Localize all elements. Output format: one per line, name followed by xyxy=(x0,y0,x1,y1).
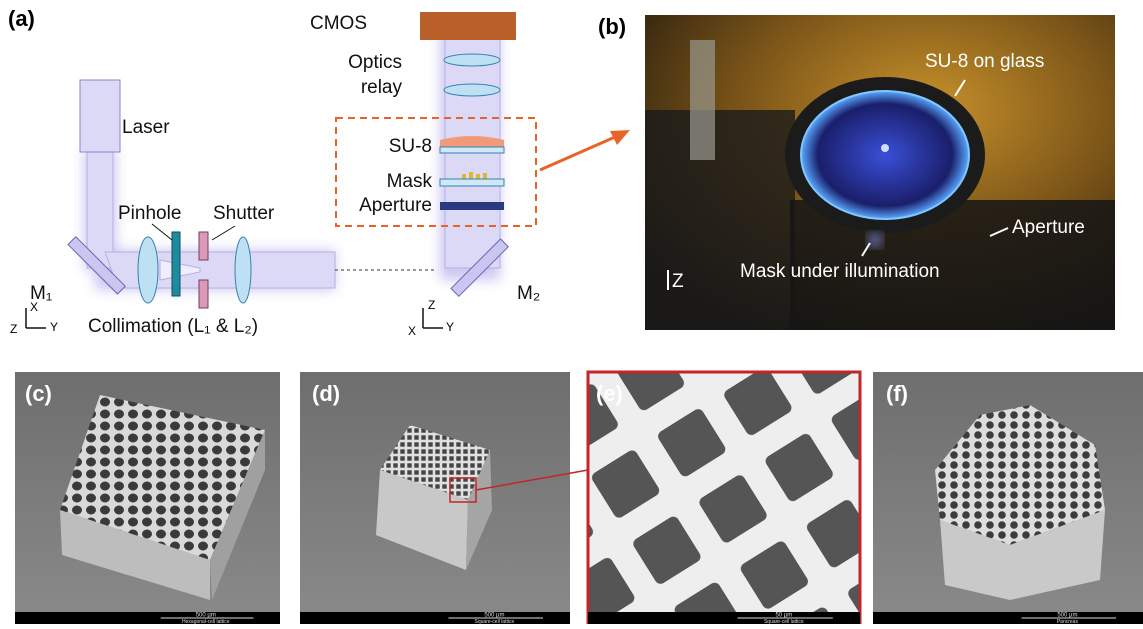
lens xyxy=(444,84,500,96)
shape xyxy=(483,173,487,179)
panel-label: (b) xyxy=(598,14,626,39)
axis-label: Z xyxy=(428,298,435,312)
mask xyxy=(440,179,504,186)
shape xyxy=(690,40,715,160)
label: Laser xyxy=(122,117,170,138)
label: Mask xyxy=(387,171,433,192)
label: SU-8 on glass xyxy=(925,51,1044,72)
sem-f: (f) xyxy=(873,372,1143,624)
laser xyxy=(80,80,120,152)
axis-label: Y xyxy=(50,320,58,334)
shape xyxy=(462,174,466,179)
sem-c: (c) xyxy=(15,372,280,624)
lens xyxy=(444,54,500,66)
shape xyxy=(245,252,335,288)
shutter xyxy=(199,280,208,308)
label: Mask under illumination xyxy=(740,261,940,282)
caption: Pancreas xyxy=(1057,619,1079,624)
label: relay xyxy=(361,77,403,98)
shutter xyxy=(199,232,208,260)
axis-label: Y xyxy=(446,320,454,334)
aperture xyxy=(440,202,504,210)
caption: Hexagonal-cell lattice xyxy=(182,619,230,624)
panel-label: (f) xyxy=(886,381,908,406)
caption: Square-cell lattice xyxy=(475,619,515,624)
label: Z xyxy=(672,271,684,292)
axis-label: Z xyxy=(10,322,17,336)
arrow xyxy=(212,226,235,240)
panel-label: (a) xyxy=(8,6,35,31)
panel-b: (b) SU-8 on glass Aperture Mask under il… xyxy=(598,14,1115,330)
lens xyxy=(138,237,158,303)
label: Optics xyxy=(348,52,402,73)
label: SU-8 xyxy=(389,136,432,157)
pinhole xyxy=(172,232,180,296)
panel-label: (e) xyxy=(596,381,623,406)
shape xyxy=(588,372,860,624)
shape xyxy=(87,150,113,268)
shape xyxy=(476,174,480,179)
label: Collimation (L₁ & L₂) xyxy=(88,316,258,337)
arrow xyxy=(540,137,615,170)
sem-e: (e) xyxy=(588,372,860,624)
shape xyxy=(869,234,881,246)
caption: Square-cell lattice xyxy=(764,619,804,624)
label: Aperture xyxy=(1012,217,1085,238)
shape xyxy=(469,172,473,179)
lens xyxy=(801,91,969,219)
label: Pinhole xyxy=(118,203,181,224)
shape xyxy=(881,144,889,152)
lens xyxy=(235,237,251,303)
figure: (a) Laser M₁ Pinhole Shutter Collimation… xyxy=(0,0,1143,624)
panel-label: (d) xyxy=(312,381,340,406)
label: Aperture xyxy=(359,195,432,216)
sem-d: (d) xyxy=(300,372,588,624)
cmos xyxy=(420,12,516,40)
arrow xyxy=(152,224,172,240)
panel-label: (c) xyxy=(25,381,52,406)
glass xyxy=(440,147,504,153)
label: M₂ xyxy=(517,283,540,304)
panel-a: (a) Laser M₁ Pinhole Shutter Collimation… xyxy=(8,6,630,338)
axis-label: X xyxy=(408,324,416,338)
label: Shutter xyxy=(213,203,275,224)
axis-label: X xyxy=(30,300,38,314)
label: CMOS xyxy=(310,13,367,34)
shape xyxy=(645,110,795,330)
